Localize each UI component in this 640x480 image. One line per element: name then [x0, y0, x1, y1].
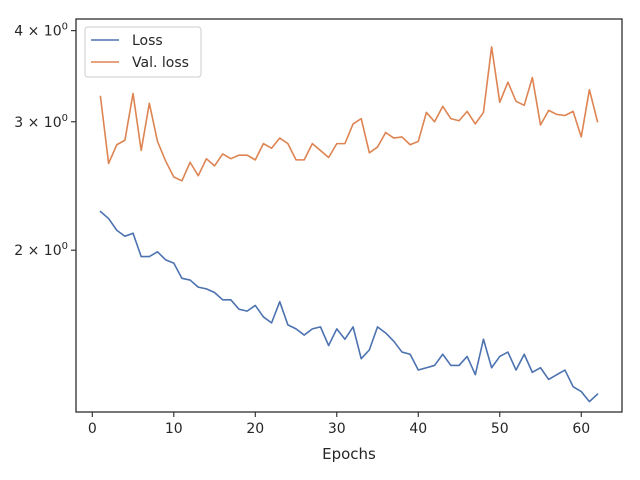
y-tick-base: 4 — [14, 24, 23, 40]
y-tick-multiplier: × 10 — [23, 24, 61, 40]
x-axis-title: Epochs — [322, 445, 376, 463]
y-tick-exponent: 0 — [62, 113, 68, 124]
x-tick-label: 0 — [88, 421, 97, 437]
x-tick-label: 40 — [409, 421, 427, 437]
y-tick-exponent: 0 — [62, 22, 68, 33]
x-tick-label: 20 — [246, 421, 264, 437]
y-tick-label: 2 × 100 — [14, 241, 68, 259]
x-tick-label: 60 — [572, 421, 590, 437]
series-line-val-loss — [99, 46, 599, 182]
y-tick-label: 3 × 100 — [14, 113, 68, 131]
y-tick-base: 3 — [14, 115, 23, 131]
legend: Loss Val. loss — [84, 26, 202, 78]
legend-label: Loss — [132, 33, 163, 49]
x-tick-label: 50 — [491, 421, 509, 437]
x-tick-label: 30 — [328, 421, 346, 437]
series-line-loss — [99, 210, 599, 403]
y-tick-base: 2 — [14, 243, 23, 259]
x-tick-label: 10 — [165, 421, 183, 437]
x-axis: 0 10 20 30 40 50 60 — [88, 412, 590, 437]
plot-frame — [75, 18, 623, 413]
series-layer — [99, 46, 599, 403]
y-tick-multiplier: × 10 — [23, 115, 61, 131]
y-tick-label: 4 × 100 — [14, 22, 68, 40]
legend-label: Val. loss — [132, 55, 189, 71]
plot-area-border — [75, 18, 623, 413]
y-tick-exponent: 0 — [62, 241, 68, 252]
y-tick-multiplier: × 10 — [23, 243, 61, 259]
